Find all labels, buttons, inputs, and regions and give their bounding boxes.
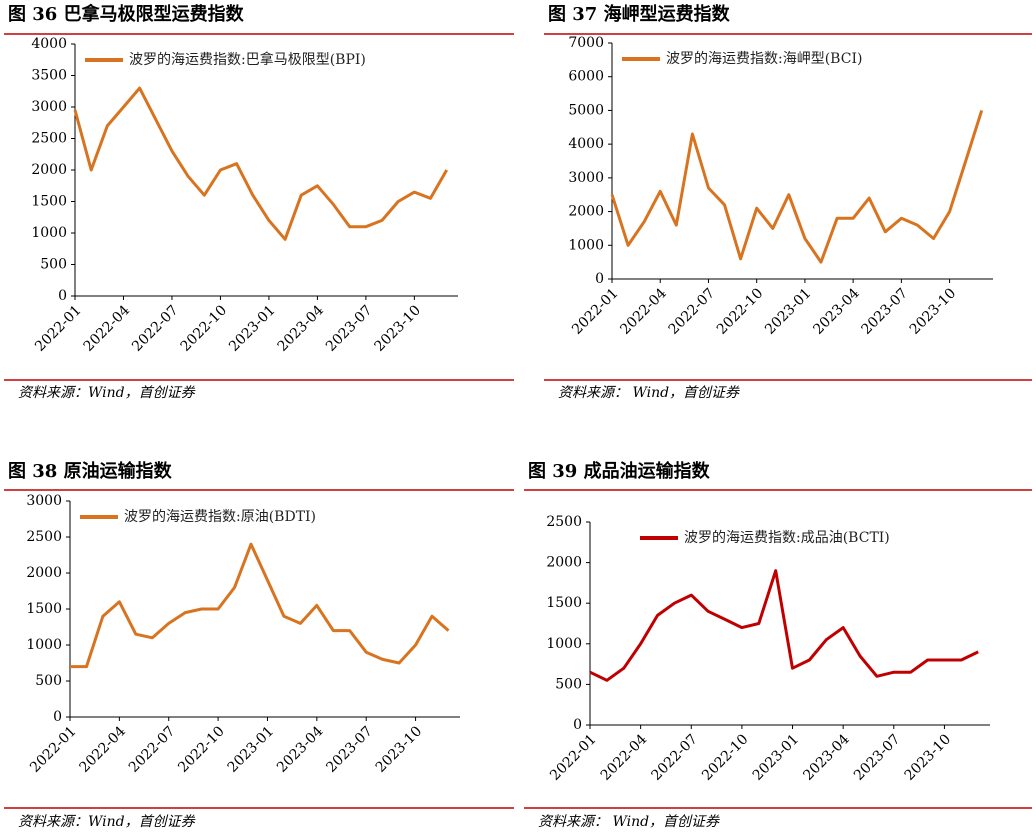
legend-label: 波罗的海运费指数:巴拿马极限型(BPI) bbox=[129, 51, 366, 68]
x-tick-label: 2022-10 bbox=[699, 731, 751, 783]
x-tick-label: 2023-07 bbox=[323, 302, 375, 354]
x-tick-label: 2023-07 bbox=[851, 731, 903, 783]
y-tick-label: 6000 bbox=[568, 69, 604, 85]
y-tick-label: 1000 bbox=[546, 636, 582, 652]
y-tick-label: 4000 bbox=[568, 136, 604, 152]
x-tick-label: 2022-07 bbox=[129, 302, 181, 354]
series-line bbox=[73, 86, 449, 241]
figure-caption: 图 38 原油运输指数 bbox=[8, 460, 173, 482]
x-tick-label: 2022-01 bbox=[32, 302, 84, 354]
y-tick-label: 2500 bbox=[31, 131, 67, 147]
x-tick-label: 2022-07 bbox=[126, 723, 178, 775]
y-tick-label: 1500 bbox=[26, 601, 62, 617]
x-tick-label: 2023-04 bbox=[275, 302, 328, 355]
x-tick-label: 2023-04 bbox=[810, 285, 863, 338]
legend-label: 波罗的海运费指数:成品油(BCTI) bbox=[684, 530, 890, 546]
y-tick-label: 1000 bbox=[26, 637, 62, 653]
x-tick-label: 2022-04 bbox=[77, 723, 130, 776]
source-note: 资料来源： Wind，首创证券 bbox=[538, 814, 720, 830]
x-tick-label: 2023-04 bbox=[274, 723, 327, 776]
x-tick-label: 2023-10 bbox=[372, 302, 424, 354]
x-tick-label: 2022-10 bbox=[714, 285, 766, 337]
x-tick-label: 2022-04 bbox=[598, 731, 651, 784]
y-tick-label: 3000 bbox=[26, 493, 62, 509]
x-tick-label: 2022-10 bbox=[175, 723, 227, 775]
y-tick-label: 2500 bbox=[26, 529, 62, 545]
legend-label: 波罗的海运费指数:原油(BDTI) bbox=[124, 509, 316, 525]
figure-caption: 图 36 巴拿马极限型运费指数 bbox=[8, 3, 245, 25]
x-tick-label: 2023-10 bbox=[902, 731, 954, 783]
y-tick-label: 3500 bbox=[31, 68, 67, 84]
x-tick-label: 2023-07 bbox=[859, 285, 911, 337]
x-tick-label: 2023-01 bbox=[225, 723, 277, 775]
series-line bbox=[70, 542, 450, 669]
series-line bbox=[610, 109, 984, 264]
y-tick-label: 2000 bbox=[26, 565, 62, 581]
y-tick-label: 0 bbox=[573, 717, 582, 733]
legend-label: 波罗的海运费指数:海岬型(BCI) bbox=[666, 51, 862, 67]
x-tick-label: 2022-04 bbox=[81, 302, 134, 355]
y-tick-label: 2000 bbox=[546, 555, 582, 571]
x-tick-label: 2023-01 bbox=[226, 302, 278, 354]
figure-caption: 图 37 海岬型运费指数 bbox=[548, 3, 731, 25]
x-tick-label: 2023-07 bbox=[323, 723, 375, 775]
source-note: 资料来源：Wind，首创证券 bbox=[18, 814, 196, 830]
source-note: 资料来源： Wind，首创证券 bbox=[558, 385, 740, 401]
y-tick-label: 2000 bbox=[31, 162, 67, 178]
x-tick-label: 2022-04 bbox=[617, 285, 670, 338]
y-tick-label: 0 bbox=[53, 709, 62, 725]
x-tick-label: 2022-10 bbox=[178, 302, 230, 354]
y-tick-label: 1500 bbox=[31, 194, 67, 210]
x-tick-label: 2022-01 bbox=[27, 723, 79, 775]
y-tick-label: 2500 bbox=[546, 514, 582, 530]
y-tick-label: 1500 bbox=[546, 595, 582, 611]
figure-caption: 图 39 成品油运输指数 bbox=[528, 460, 711, 482]
series-line bbox=[589, 569, 979, 682]
x-tick-label: 2022-01 bbox=[569, 285, 621, 337]
x-tick-label: 2023-10 bbox=[373, 723, 425, 775]
y-tick-label: 500 bbox=[40, 257, 67, 273]
y-tick-label: 500 bbox=[35, 673, 62, 689]
y-tick-label: 3000 bbox=[31, 99, 67, 115]
source-note: 资料来源：Wind，首创证券 bbox=[18, 385, 196, 401]
y-tick-label: 1000 bbox=[31, 225, 67, 241]
x-tick-label: 2023-01 bbox=[750, 731, 802, 783]
y-tick-label: 500 bbox=[555, 676, 582, 692]
y-tick-label: 3000 bbox=[568, 170, 604, 186]
y-tick-label: 5000 bbox=[568, 102, 604, 118]
x-tick-label: 2023-10 bbox=[907, 285, 959, 337]
y-tick-label: 7000 bbox=[568, 35, 604, 51]
y-tick-label: 0 bbox=[58, 288, 67, 304]
y-tick-label: 0 bbox=[595, 271, 604, 287]
x-tick-label: 2023-04 bbox=[800, 731, 853, 784]
y-tick-label: 4000 bbox=[31, 36, 67, 52]
y-tick-label: 2000 bbox=[568, 204, 604, 220]
x-tick-label: 2022-07 bbox=[648, 731, 700, 783]
x-tick-label: 2023-01 bbox=[762, 285, 814, 337]
x-tick-label: 2022-07 bbox=[666, 285, 718, 337]
x-tick-label: 2022-01 bbox=[547, 731, 599, 783]
y-tick-label: 1000 bbox=[568, 237, 604, 253]
